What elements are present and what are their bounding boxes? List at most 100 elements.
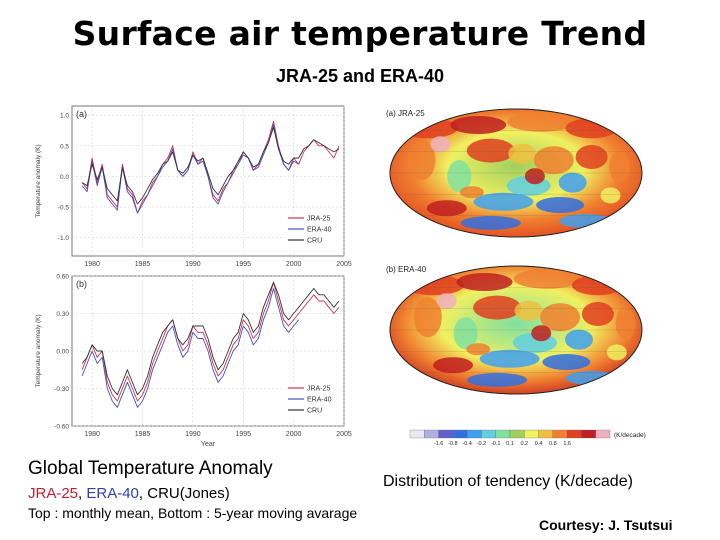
caption-sep: , [78, 485, 87, 502]
colorbar-cell [581, 429, 596, 439]
trend-patch [508, 143, 537, 164]
trend-patch [447, 160, 472, 193]
series-line-era-40 [81, 288, 300, 408]
y-tick-label: -0.5 [58, 205, 70, 212]
trend-patch [513, 268, 582, 289]
trend-patch [433, 357, 473, 374]
colorbar-label: -0.2 [477, 441, 486, 447]
colorbar-cell [595, 429, 611, 439]
x-tick-label: 1985 [135, 261, 151, 268]
legend-label: JRA-25 [307, 386, 330, 393]
page-title: Surface air temperature Trend [72, 14, 648, 53]
colorbar-cell [495, 429, 511, 439]
trend-patch [407, 140, 436, 181]
trend-patch [473, 295, 522, 320]
x-tick-label: 2000 [286, 261, 302, 268]
colorbar-cell [409, 429, 425, 439]
caption-courtesy: Courtesy: J. Tsutsui [539, 517, 673, 533]
colorbar-cell [466, 429, 482, 439]
panel-label: (a) [76, 109, 87, 119]
trend-patch [456, 273, 513, 291]
legend-label: ERA-40 [307, 397, 332, 404]
trend-patch [571, 275, 624, 296]
map-label: (a) JRA-25 [386, 109, 425, 118]
trend-patch [533, 146, 574, 175]
x-tick-label: 2005 [336, 261, 352, 268]
y-tick-label: 0.0 [60, 174, 69, 181]
trend-patch [413, 297, 442, 338]
caption-global-anomaly: Global Temperature Anomaly [28, 458, 273, 479]
trend-patch [430, 136, 451, 153]
x-tick-label: 2000 [286, 431, 302, 438]
x-tick-label: 1985 [135, 431, 151, 438]
caption-jra25: JRA-25 [28, 485, 79, 502]
series-line-jra-25 [81, 281, 340, 402]
trend-map-panel: (a) JRA-25 (b) ERA-40 -1.6 -0.8 -0.4 -0.2 -0.1… [386, 108, 646, 447]
series-line-cru [81, 126, 340, 205]
trend-patch [565, 329, 593, 350]
caption-note: Top : monthly mean, Bottom : 5-year movi… [28, 505, 358, 521]
x-tick-label: 1990 [185, 261, 201, 268]
y-tick-label: 0.60 [56, 274, 69, 281]
trend-patch [575, 145, 608, 169]
y-axis-label: Temperature anomaly (K) [35, 314, 42, 387]
colorbar-cell [538, 429, 554, 439]
panel-label: (b) [76, 279, 87, 289]
time-series-panel: 1980 1985 1990 1995 2000 2005 1.0 0.5 0.0 -0.5 -1.… [35, 105, 352, 448]
colorbar-label: 0.4 [535, 441, 543, 447]
trend-patch [453, 317, 478, 350]
colorbar-label: 1.6 [563, 441, 571, 447]
map-label: (b) ERA-40 [386, 265, 427, 274]
colorbar-label: -1.6 [434, 441, 443, 447]
trend-patch [467, 372, 528, 387]
x-tick-label: 1980 [84, 431, 100, 438]
colorbar-cell [438, 429, 454, 439]
x-tick-label: 1980 [84, 261, 100, 268]
y-tick-label: -0.60 [54, 424, 69, 431]
colorbar-label: 0.8 [549, 441, 557, 447]
trend-patch [514, 300, 543, 321]
y-tick-label: 1.0 [60, 113, 69, 120]
globe-outline [389, 108, 643, 238]
trend-patch [531, 325, 552, 342]
series-line-era-40 [81, 123, 299, 214]
trend-patch [460, 215, 521, 230]
trend-patch [558, 172, 587, 193]
colorbar-cell [481, 429, 496, 439]
trend-patch [466, 138, 515, 163]
x-tick-label: 1990 [185, 431, 201, 438]
caption-distribution: Distribution of tendency (K/decade) [383, 473, 633, 490]
legend-label: JRA-25 [307, 216, 330, 223]
y-tick-label: 0.5 [60, 143, 69, 150]
caption-cru: , CRU(Jones) [138, 485, 230, 502]
legend-label: CRU [307, 408, 322, 415]
trend-patch [540, 303, 581, 332]
trend-patch [450, 116, 507, 134]
trend-patch [559, 214, 612, 228]
y-tick-label: 0.30 [56, 311, 69, 318]
trend-patch [606, 344, 627, 361]
legend-label: ERA-40 [307, 227, 332, 234]
colorbar-cell [424, 429, 439, 439]
trend-patch [479, 349, 540, 368]
caption-era40: ERA-40 [86, 485, 139, 502]
y-axis-label: Temperature anomaly (K) [35, 144, 42, 217]
trend-patch [565, 118, 618, 139]
globe-outline [389, 265, 643, 395]
colorbar-label: -0.8 [448, 441, 457, 447]
trend-patch [473, 192, 534, 211]
trend-patch [466, 343, 491, 356]
trend-patch [436, 293, 457, 310]
colorbar-label: -0.1 [491, 441, 500, 447]
trend-patch [397, 118, 458, 139]
x-tick-label: 2005 [336, 431, 352, 438]
trend-patch [542, 354, 591, 370]
legend-label: CRU [307, 238, 322, 245]
trend-patch [609, 150, 630, 183]
x-tick-label: 1995 [235, 261, 251, 268]
colorbar-label: -0.4 [462, 441, 471, 447]
trend-patch [459, 186, 484, 199]
trend-patch [581, 302, 614, 326]
colorbar-cell [509, 429, 525, 439]
colorbar-unit: (K/decade) [614, 432, 646, 439]
